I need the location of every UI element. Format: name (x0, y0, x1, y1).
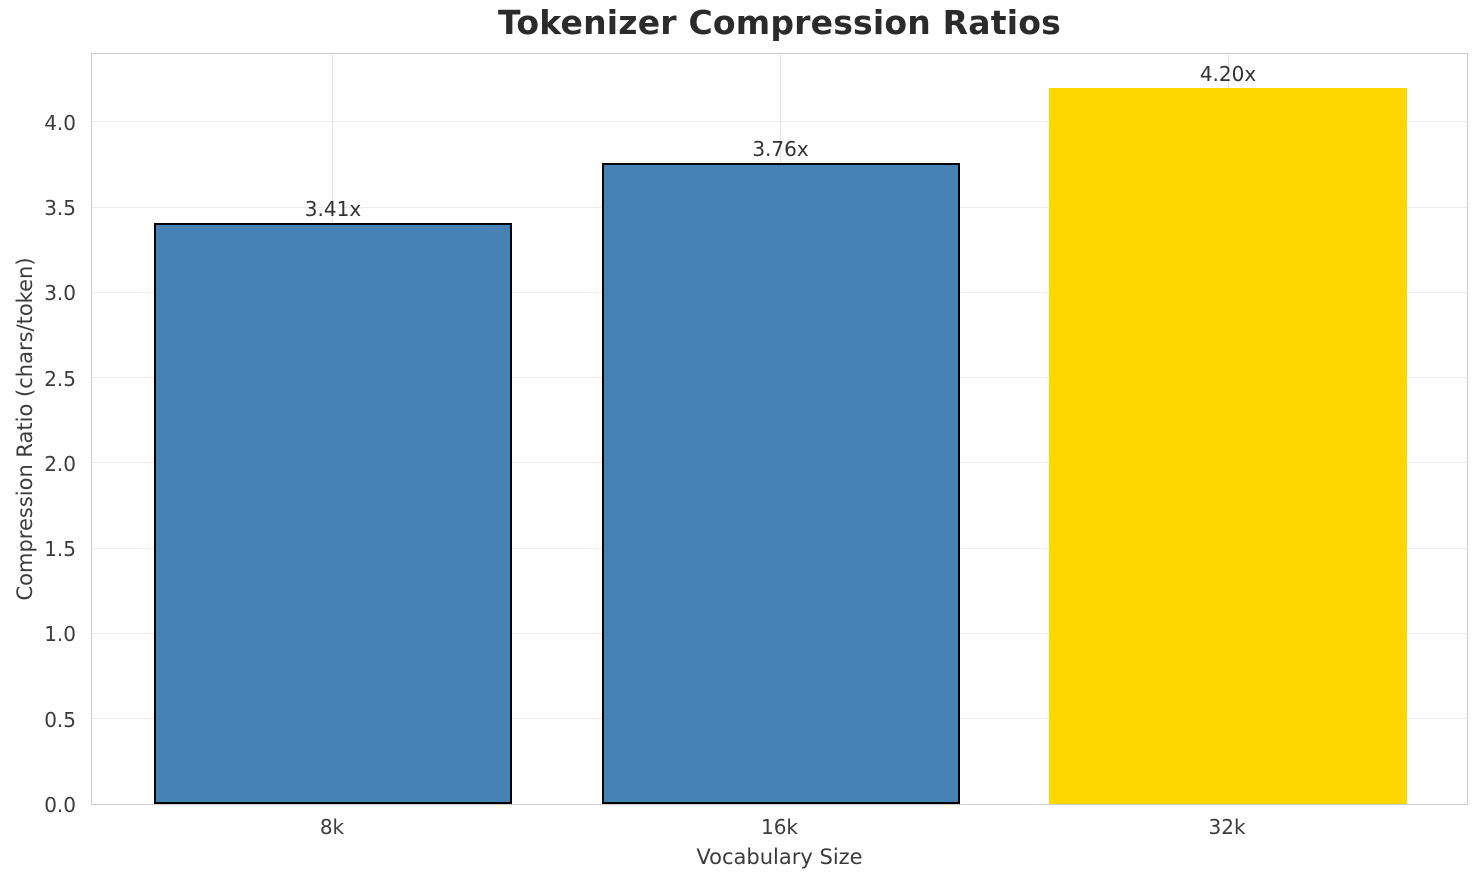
plot-area: 3.41x 3.76x 4.20x (91, 53, 1468, 805)
x-tick-label-8k: 8k (319, 815, 345, 839)
y-axis-label: Compression Ratio (chars/token) (13, 257, 37, 601)
y-tick-label: 0.5 (44, 707, 76, 732)
y-tick-label: 3.5 (44, 196, 76, 221)
y-tick-label: 2.0 (44, 451, 76, 476)
y-tick-label: 4.0 (44, 110, 76, 135)
y-tick-label: 2.5 (44, 366, 76, 391)
bar-32k (1049, 87, 1408, 804)
y-tick-label: 0.0 (44, 793, 76, 817)
bar-8k (153, 222, 512, 804)
chart-title: Tokenizer Compression Ratios (498, 3, 1061, 42)
bar-value-label-16k: 3.76x (752, 136, 809, 161)
y-tick-label: 3.0 (44, 281, 76, 306)
y-tick-label: 1.5 (44, 537, 76, 562)
bar-value-label-8k: 3.41x (304, 196, 362, 221)
bar-16k (601, 162, 960, 804)
x-axis-label: Vocabulary Size (696, 845, 863, 869)
y-tick-label: 1.0 (44, 622, 76, 647)
x-tick-label-16k: 16k (760, 815, 799, 839)
x-tick-label-32k: 32k (1208, 815, 1246, 839)
bar-value-label-32k: 4.20x (1199, 61, 1257, 86)
h-gridline-4.0 (92, 121, 1467, 123)
